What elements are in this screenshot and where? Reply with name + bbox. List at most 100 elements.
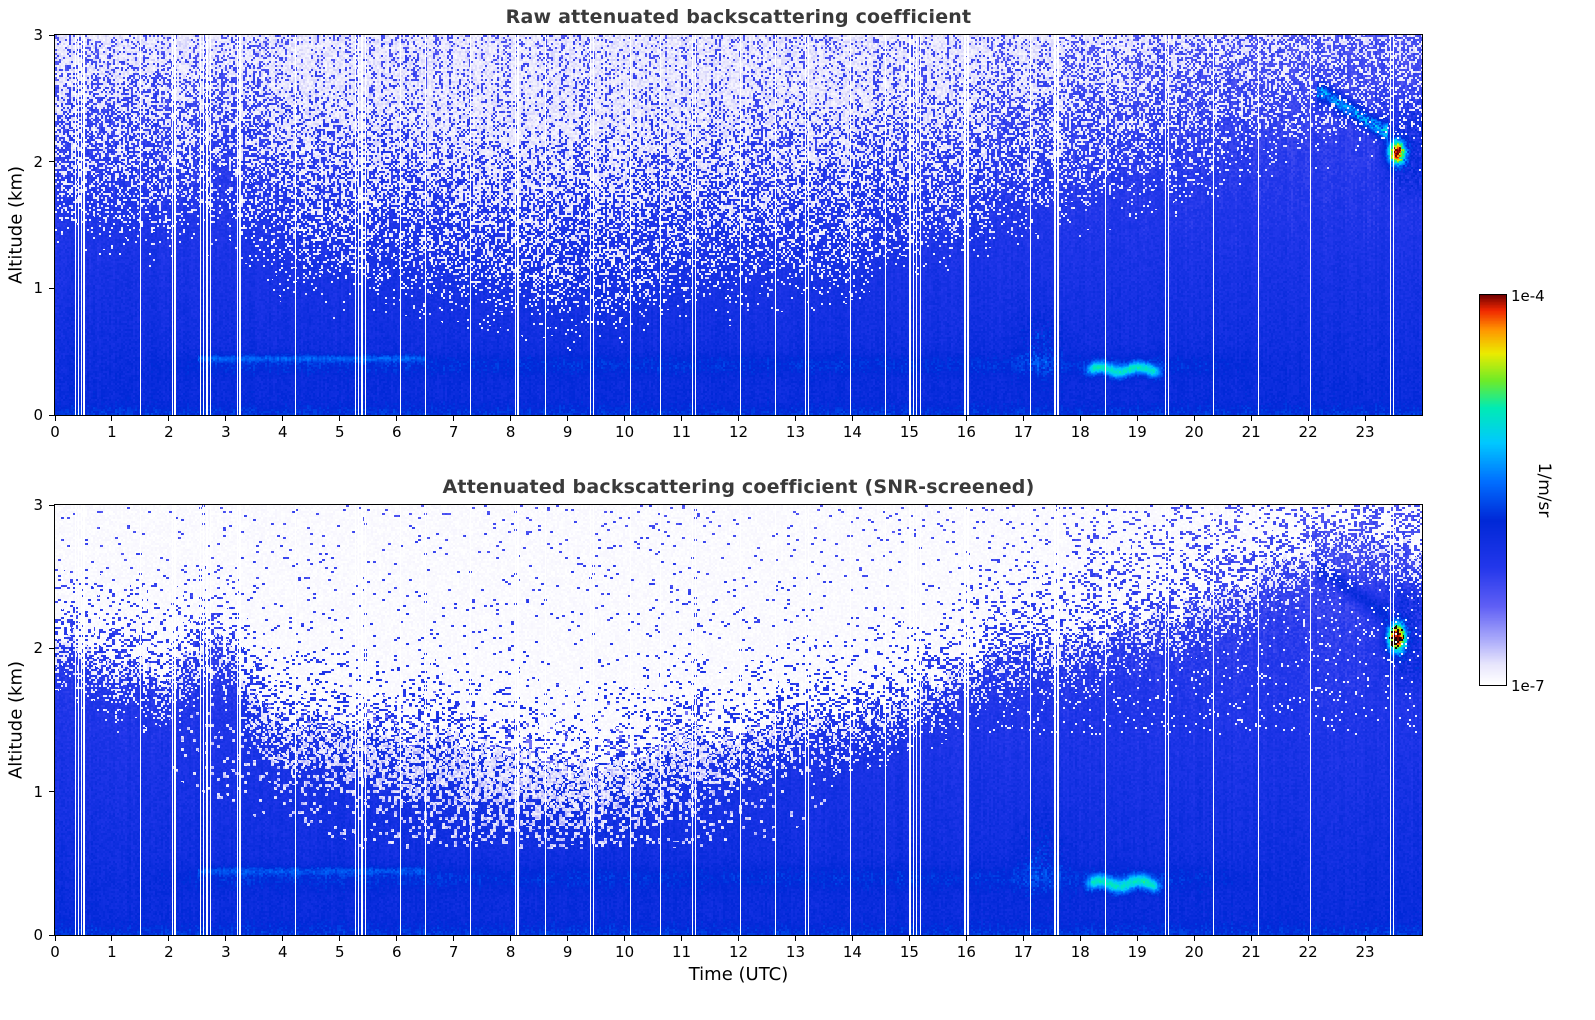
x-tick-label: 11 [671, 943, 692, 961]
x-tick-label: 23 [1355, 943, 1375, 961]
x-tick-label: 18 [1070, 423, 1090, 441]
x-tick-label: 12 [728, 423, 749, 441]
y-tick [49, 161, 54, 163]
x-tick-label: 17 [1013, 423, 1033, 441]
x-tick-label: 8 [505, 943, 516, 961]
x-tick-label: 6 [391, 943, 402, 961]
x-tick-label: 10 [615, 423, 635, 441]
x-tick-label: 5 [335, 943, 345, 961]
x-tick [851, 416, 853, 421]
x-tick-label: 14 [842, 943, 862, 961]
y-tick-label: 0 [33, 406, 43, 424]
x-tick [1022, 936, 1024, 941]
y-tick [49, 647, 54, 649]
x-tick-label: 3 [221, 423, 231, 441]
x-tick-label: 23 [1355, 423, 1375, 441]
x-tick-label: 20 [1184, 423, 1204, 441]
x-tick [225, 936, 227, 941]
x-tick [1307, 936, 1309, 941]
x-tick-label: 2 [164, 943, 174, 961]
x-tick-label: 16 [956, 943, 976, 961]
time-axis-label: Time (UTC) [688, 964, 789, 985]
x-tick [1193, 416, 1195, 421]
x-tick [1193, 936, 1195, 941]
x-tick [1364, 936, 1366, 941]
x-tick [339, 416, 341, 421]
x-tick [1079, 416, 1081, 421]
x-tick-label: 22 [1298, 423, 1318, 441]
x-tick-label: 8 [505, 423, 516, 441]
x-tick [282, 936, 284, 941]
y-tick [49, 791, 54, 793]
y-tick-label: 1 [33, 782, 43, 801]
x-tick-label: 21 [1241, 943, 1261, 961]
x-tick-label: 10 [615, 943, 635, 961]
x-tick-label: 5 [335, 423, 345, 441]
x-tick-label: 15 [899, 423, 919, 441]
x-tick-label: 2 [164, 423, 174, 441]
x-tick-label: 0 [50, 423, 60, 441]
x-tick-label: 17 [1013, 943, 1033, 961]
x-tick [738, 416, 739, 421]
raw-heatmap-canvas [54, 34, 1423, 416]
x-tick [111, 936, 113, 941]
x-tick [396, 936, 398, 941]
y-tick [49, 934, 54, 936]
colorbar-min-label: 1e-7 [1511, 677, 1545, 695]
x-tick [396, 416, 398, 421]
colorbar-canvas [1479, 294, 1507, 686]
x-tick [681, 416, 683, 421]
altitude-axis-label-screened: Altitude (km) [5, 660, 27, 780]
x-tick [624, 936, 626, 941]
x-tick-label: 19 [1127, 943, 1147, 961]
x-tick [453, 416, 455, 421]
y-tick-label: 3 [33, 26, 43, 44]
y-tick-label: 1 [33, 279, 43, 298]
raw-panel-title: Raw attenuated backscattering coefficien… [505, 6, 972, 28]
x-tick [1364, 416, 1366, 421]
y-tick-label: 2 [33, 152, 43, 171]
x-tick [908, 416, 910, 421]
y-tick [49, 414, 54, 416]
x-tick [1250, 936, 1252, 941]
x-tick-label: 21 [1241, 423, 1261, 441]
x-tick [567, 936, 569, 941]
x-tick [794, 416, 796, 421]
x-tick-label: 6 [391, 423, 402, 441]
x-tick [624, 416, 626, 421]
x-tick [168, 936, 170, 941]
x-tick-label: 20 [1184, 943, 1204, 961]
y-tick [49, 34, 54, 36]
x-tick-label: 7 [448, 943, 459, 961]
screened-heatmap-canvas [54, 504, 1423, 936]
x-tick-label: 14 [842, 423, 862, 441]
x-tick-label: 16 [956, 423, 976, 441]
x-tick [738, 936, 739, 941]
x-tick [168, 416, 170, 421]
x-tick [1250, 416, 1252, 421]
x-tick-label: 13 [785, 943, 805, 961]
y-tick-label: 3 [33, 496, 43, 514]
x-tick [339, 936, 341, 941]
x-tick-label: 18 [1070, 943, 1090, 961]
colorbar-max-label: 1e-4 [1511, 287, 1545, 305]
x-tick [225, 416, 227, 421]
x-tick [1022, 416, 1024, 421]
x-tick [1079, 936, 1081, 941]
x-tick [510, 936, 512, 941]
y-tick-label: 2 [33, 639, 43, 658]
x-tick [111, 416, 113, 421]
x-tick [453, 936, 455, 941]
x-tick [510, 416, 512, 421]
x-tick [851, 936, 853, 941]
x-tick [908, 936, 910, 941]
x-tick-label: 11 [671, 423, 692, 441]
x-tick-label: 3 [221, 943, 231, 961]
y-tick [49, 287, 54, 289]
y-tick-label: 0 [33, 926, 43, 944]
x-tick [54, 936, 56, 941]
x-tick-label: 19 [1127, 423, 1147, 441]
x-tick-label: 1 [107, 943, 117, 961]
x-tick-label: 4 [278, 423, 288, 441]
